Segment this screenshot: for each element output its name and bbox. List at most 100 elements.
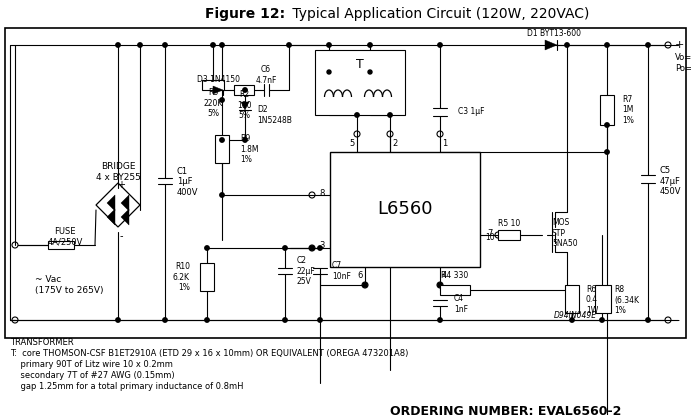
Text: R10
6.2K
1%: R10 6.2K 1% <box>173 262 190 292</box>
Circle shape <box>220 43 224 47</box>
Polygon shape <box>241 102 249 110</box>
Bar <box>200 263 214 291</box>
Circle shape <box>646 43 650 47</box>
Circle shape <box>116 318 120 322</box>
Text: 10: 10 <box>485 232 495 242</box>
Text: R8
(6.34K
1%: R8 (6.34K 1% <box>614 285 639 315</box>
Circle shape <box>605 43 609 47</box>
Circle shape <box>438 43 442 47</box>
Text: Typical Application Circuit (120W, 220VAC): Typical Application Circuit (120W, 220VA… <box>289 7 590 21</box>
Circle shape <box>163 318 167 322</box>
Circle shape <box>205 246 209 250</box>
Bar <box>234 85 254 95</box>
Circle shape <box>283 318 287 322</box>
Text: TRANSFORMER: TRANSFORMER <box>10 338 74 347</box>
Text: secondary 7T of #27 AWG (0.15mm): secondary 7T of #27 AWG (0.15mm) <box>10 371 175 380</box>
Text: C4
1nF: C4 1nF <box>454 294 468 314</box>
Text: D94IN049E: D94IN049E <box>553 310 596 320</box>
Bar <box>600 95 614 125</box>
Text: gap 1.25mm for a total primary inductance of 0.8mH: gap 1.25mm for a total primary inductanc… <box>10 382 243 391</box>
Text: 2: 2 <box>392 139 397 149</box>
Text: R3
220K
5%: R3 220K 5% <box>203 88 223 118</box>
Text: 7: 7 <box>487 229 493 237</box>
Polygon shape <box>213 86 223 94</box>
Circle shape <box>243 88 247 92</box>
Text: C7
10nF: C7 10nF <box>332 261 351 281</box>
Circle shape <box>600 318 604 322</box>
Text: 6: 6 <box>358 271 363 281</box>
Circle shape <box>220 193 224 197</box>
Polygon shape <box>121 209 129 225</box>
Text: ORDERING NUMBER: EVAL6560-2: ORDERING NUMBER: EVAL6560-2 <box>390 405 621 415</box>
Text: C5
47μF
450V: C5 47μF 450V <box>660 166 681 196</box>
Bar <box>202 80 224 90</box>
Circle shape <box>605 150 609 154</box>
Text: FUSE
4A/250V: FUSE 4A/250V <box>47 227 83 247</box>
Text: T: T <box>356 58 364 71</box>
Text: R5 10: R5 10 <box>498 219 520 227</box>
Circle shape <box>327 70 331 74</box>
Bar <box>48 241 74 249</box>
Circle shape <box>243 138 247 142</box>
Text: T:  core THOMSON-CSF B1ET2910A (ETD 29 x 16 x 10mm) OR EQUIVALENT (OREGA 473201A: T: core THOMSON-CSF B1ET2910A (ETD 29 x … <box>10 349 408 358</box>
Text: C1
1μF
400V: C1 1μF 400V <box>177 167 198 197</box>
Polygon shape <box>107 209 115 225</box>
Bar <box>565 285 579 313</box>
Text: 8: 8 <box>320 188 325 198</box>
Text: 1: 1 <box>442 139 447 149</box>
Text: 4: 4 <box>442 271 447 281</box>
Bar <box>5 28 686 338</box>
Text: primary 90T of Litz wire 10 x 0.2mm: primary 90T of Litz wire 10 x 0.2mm <box>10 360 173 369</box>
Circle shape <box>646 318 650 322</box>
Circle shape <box>570 318 574 322</box>
Text: L6560: L6560 <box>377 200 433 219</box>
Circle shape <box>138 43 142 47</box>
Text: C6
4.7nF: C6 4.7nF <box>255 65 276 85</box>
Text: ~ Vac
(175V to 265V): ~ Vac (175V to 265V) <box>35 275 104 295</box>
Polygon shape <box>545 40 557 50</box>
Circle shape <box>438 318 442 322</box>
Text: R9
1.8M
1%: R9 1.8M 1% <box>240 134 258 164</box>
Text: D2
1N5248B: D2 1N5248B <box>257 105 292 124</box>
Text: R4 330: R4 330 <box>442 271 468 279</box>
Text: R7
1M
1%: R7 1M 1% <box>622 95 634 125</box>
Text: 3: 3 <box>320 242 325 251</box>
Circle shape <box>318 246 322 250</box>
Circle shape <box>368 70 372 74</box>
Circle shape <box>354 113 359 117</box>
Polygon shape <box>107 195 115 211</box>
Circle shape <box>211 43 215 47</box>
Circle shape <box>287 43 291 47</box>
Text: BRIDGE
4 x BY255: BRIDGE 4 x BY255 <box>95 162 140 182</box>
Circle shape <box>116 43 120 47</box>
Text: Vo=400V
Po=120W: Vo=400V Po=120W <box>675 53 691 73</box>
Circle shape <box>438 283 442 287</box>
Text: Figure 12:: Figure 12: <box>205 7 285 21</box>
Text: +: + <box>675 40 684 50</box>
Text: MOS
STP
5NA50: MOS STP 5NA50 <box>552 218 578 248</box>
Circle shape <box>310 246 314 250</box>
Text: -: - <box>675 315 679 325</box>
Bar <box>440 285 470 295</box>
Text: C2
22μF
25V: C2 22μF 25V <box>297 256 316 286</box>
Circle shape <box>327 43 331 47</box>
Circle shape <box>388 113 392 117</box>
Circle shape <box>368 43 372 47</box>
Circle shape <box>605 123 609 127</box>
Circle shape <box>163 43 167 47</box>
Text: R6
0.4
1W: R6 0.4 1W <box>586 285 598 315</box>
Bar <box>330 152 480 267</box>
Text: +: + <box>117 180 125 190</box>
Text: R2
100
5%: R2 100 5% <box>237 90 252 120</box>
Circle shape <box>220 138 224 142</box>
Bar <box>315 50 405 115</box>
Text: D1 BYT13-600: D1 BYT13-600 <box>527 29 581 37</box>
Circle shape <box>283 246 287 250</box>
Polygon shape <box>121 195 129 211</box>
Text: 5: 5 <box>350 139 355 149</box>
Circle shape <box>318 318 322 322</box>
Circle shape <box>220 98 224 102</box>
Bar <box>215 135 229 163</box>
Text: D3 1N4150: D3 1N4150 <box>198 76 240 85</box>
Bar <box>498 230 520 240</box>
